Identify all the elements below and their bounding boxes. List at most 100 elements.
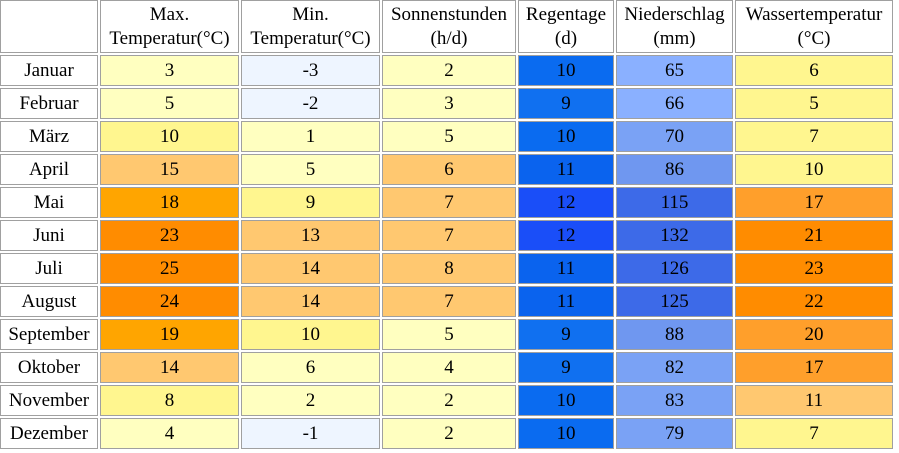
month-label: Juni [0,220,98,251]
month-label: Dezember [0,418,98,449]
table-row: Oktober 14 6 4 9 82 17 [0,352,893,383]
column-header-line2: (mm) [653,27,696,49]
cell-max: 19 [100,319,239,350]
column-header-line1: Min. [292,3,329,25]
table-row: Mai 18 9 7 12 115 17 [0,187,893,218]
table-row: August 24 14 7 11 125 22 [0,286,893,317]
column-header-line2: (h/d) [430,27,468,49]
cell-precip: 65 [616,55,733,86]
cell-max: 5 [100,88,239,119]
cell-min: 1 [241,121,380,152]
cell-rain_days: 10 [518,385,614,416]
header-row: Max. Temperatur(°C) Min. Temperatur(°C) Sonn… [0,0,893,53]
month-label: April [0,154,98,185]
cell-rain_days: 10 [518,55,614,86]
month-label: August [0,286,98,317]
month-label: Mai [0,187,98,218]
column-header-min: Min. Temperatur(°C) [241,0,380,53]
column-header-rain_days: Regentage (d) [518,0,614,53]
cell-water: 17 [735,352,893,383]
table-row: Juni 23 13 7 12 132 21 [0,220,893,251]
column-header-line1: Max. [149,3,190,25]
cell-water: 11 [735,385,893,416]
cell-sun: 3 [382,88,516,119]
cell-max: 25 [100,253,239,284]
cell-water: 5 [735,88,893,119]
cell-rain_days: 10 [518,418,614,449]
cell-precip: 86 [616,154,733,185]
cell-rain_days: 12 [518,187,614,218]
cell-water: 21 [735,220,893,251]
column-header-max: Max. Temperatur(°C) [100,0,239,53]
cell-min: -2 [241,88,380,119]
cell-min: -3 [241,55,380,86]
cell-sun: 7 [382,286,516,317]
cell-max: 14 [100,352,239,383]
cell-min: 9 [241,187,380,218]
cell-min: 14 [241,286,380,317]
cell-rain_days: 12 [518,220,614,251]
cell-sun: 2 [382,418,516,449]
column-header-precip: Niederschlag (mm) [616,0,733,53]
cell-precip: 126 [616,253,733,284]
cell-min: 6 [241,352,380,383]
cell-min: 10 [241,319,380,350]
table-row: April 15 5 6 11 86 10 [0,154,893,185]
cell-sun: 2 [382,55,516,86]
cell-sun: 8 [382,253,516,284]
column-header-line1: Niederschlag [624,3,725,25]
cell-max: 8 [100,385,239,416]
cell-sun: 5 [382,319,516,350]
cell-sun: 7 [382,220,516,251]
cell-rain_days: 11 [518,286,614,317]
cell-water: 20 [735,319,893,350]
cell-water: 10 [735,154,893,185]
cell-water: 23 [735,253,893,284]
column-header-line2: Temperatur(°C) [250,27,371,49]
month-label: Januar [0,55,98,86]
cell-precip: 88 [616,319,733,350]
cell-precip: 115 [616,187,733,218]
cell-min: 13 [241,220,380,251]
column-header-line2: (d) [554,27,578,49]
table-body: Januar 3 -3 2 10 65 6 Februar 5 -2 3 9 66 5 März 10 1 5 10… [0,55,893,449]
column-header-line2: (°C) [797,27,831,49]
month-label: März [0,121,98,152]
corner-cell [0,0,98,53]
cell-precip: 83 [616,385,733,416]
month-label: September [0,319,98,350]
month-label: Oktober [0,352,98,383]
cell-precip: 70 [616,121,733,152]
cell-min: -1 [241,418,380,449]
cell-precip: 66 [616,88,733,119]
cell-min: 5 [241,154,380,185]
month-label: November [0,385,98,416]
cell-precip: 79 [616,418,733,449]
column-header-line1: Sonnenstunden [390,3,508,25]
column-header-line2: Temperatur(°C) [109,27,230,49]
cell-max: 18 [100,187,239,218]
cell-precip: 82 [616,352,733,383]
cell-rain_days: 9 [518,352,614,383]
cell-max: 15 [100,154,239,185]
table-row: September 19 10 5 9 88 20 [0,319,893,350]
cell-precip: 132 [616,220,733,251]
cell-sun: 5 [382,121,516,152]
cell-sun: 4 [382,352,516,383]
cell-water: 22 [735,286,893,317]
cell-sun: 6 [382,154,516,185]
cell-water: 7 [735,418,893,449]
cell-max: 10 [100,121,239,152]
cell-sun: 7 [382,187,516,218]
cell-max: 23 [100,220,239,251]
cell-min: 2 [241,385,380,416]
cell-max: 4 [100,418,239,449]
cell-max: 3 [100,55,239,86]
cell-water: 6 [735,55,893,86]
cell-min: 14 [241,253,380,284]
cell-rain_days: 11 [518,154,614,185]
table-row: März 10 1 5 10 70 7 [0,121,893,152]
cell-water: 17 [735,187,893,218]
table-row: November 8 2 2 10 83 11 [0,385,893,416]
